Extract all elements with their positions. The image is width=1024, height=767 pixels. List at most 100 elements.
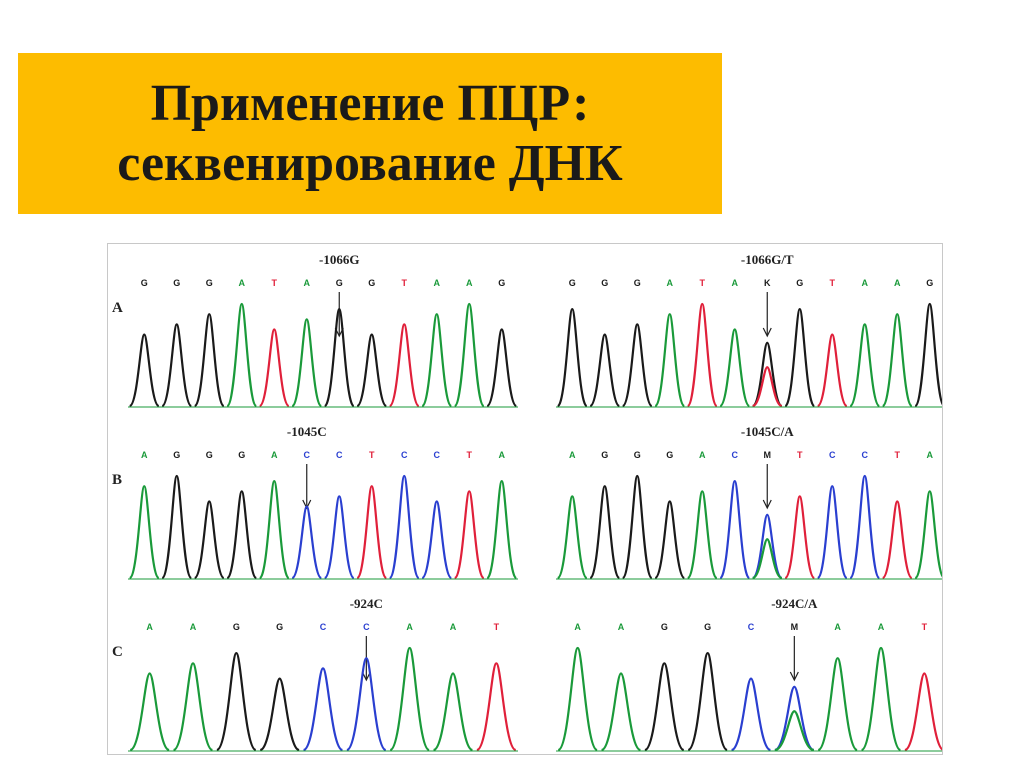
trace-peak xyxy=(128,333,160,408)
base-call: K xyxy=(764,278,771,288)
trace-peak xyxy=(849,323,881,408)
trace-peak xyxy=(323,495,355,580)
base-call: G xyxy=(141,278,148,288)
base-call: A xyxy=(499,450,506,460)
base-call: G xyxy=(634,278,641,288)
row-label-c: C xyxy=(112,644,123,660)
trace-peak xyxy=(128,485,160,580)
base-call: A xyxy=(146,622,153,632)
base-call: A xyxy=(271,450,278,460)
base-call: G xyxy=(661,622,668,632)
variant-arrowhead xyxy=(302,499,312,510)
trace-peak xyxy=(193,313,225,408)
trace-peak xyxy=(258,479,290,580)
trace-peak xyxy=(476,662,517,752)
trace-peak xyxy=(432,672,474,752)
trace-peak xyxy=(589,485,621,580)
trace-peak xyxy=(129,672,170,752)
trace-peak xyxy=(193,500,225,580)
trace-peak xyxy=(730,677,772,752)
chromatogram-svg: A -1066G G G G A T A G G T A A G -1066G/T G G G A T A K G T A A G B… xyxy=(112,252,942,752)
variant-annotation: -924C xyxy=(350,596,383,611)
base-call: A xyxy=(834,622,841,632)
base-call: A xyxy=(239,278,246,288)
trace-peak xyxy=(345,657,387,752)
trace-peak xyxy=(751,513,783,580)
base-call: G xyxy=(233,622,240,632)
base-call: C xyxy=(363,622,370,632)
base-call: T xyxy=(922,622,928,632)
trace-peak xyxy=(258,328,290,408)
trace-peak xyxy=(161,474,193,580)
base-call: M xyxy=(791,622,799,632)
trace-peak xyxy=(226,302,258,408)
trace-peak xyxy=(774,710,815,752)
base-call: C xyxy=(862,450,869,460)
base-call: C xyxy=(320,622,327,632)
trace-peak xyxy=(719,328,751,408)
base-call: C xyxy=(748,622,755,632)
trace-peak xyxy=(621,323,653,408)
chromatogram-figure: A -1066G G G G A T A G G T A A G -1066G/T G G G A T A K G T A A G B… xyxy=(107,243,943,755)
base-call: T xyxy=(467,450,473,460)
trace-peak xyxy=(389,646,431,752)
trace-peak xyxy=(914,490,942,580)
base-call: T xyxy=(797,450,803,460)
base-call: C xyxy=(304,450,311,460)
trace-peak xyxy=(226,490,258,580)
trace-peak xyxy=(751,341,783,408)
base-call: G xyxy=(601,278,608,288)
trace-peak xyxy=(589,333,621,408)
base-call: A xyxy=(141,450,148,460)
trace-peak xyxy=(215,651,257,752)
base-call: C xyxy=(401,450,408,460)
trace-peak xyxy=(453,302,485,408)
trace-peak xyxy=(453,490,485,580)
trace-peak xyxy=(323,307,355,408)
base-call: G xyxy=(666,450,673,460)
trace-peak xyxy=(556,495,588,580)
trace-peak xyxy=(881,313,913,408)
base-call: T xyxy=(369,450,375,460)
trace-peak xyxy=(172,662,214,752)
base-call: A xyxy=(434,278,441,288)
variant-arrowhead xyxy=(789,671,799,682)
trace-peak xyxy=(817,657,859,752)
trace-peak xyxy=(860,646,902,752)
trace-peak xyxy=(881,500,913,580)
slide-title-box: Применение ПЦР: секвенирование ДНК xyxy=(18,53,722,214)
base-call: A xyxy=(450,622,457,632)
base-call: C xyxy=(336,450,343,460)
trace-peak xyxy=(654,500,686,580)
trace-peak xyxy=(784,307,816,408)
trace-peak xyxy=(356,485,388,580)
base-call: A xyxy=(878,622,885,632)
trace-peak xyxy=(421,313,453,408)
base-call: A xyxy=(732,278,739,288)
variant-arrowhead xyxy=(762,327,772,338)
trace-peak xyxy=(557,646,599,752)
base-call: G xyxy=(276,622,283,632)
base-call: A xyxy=(618,622,625,632)
variant-annotation: -1045C xyxy=(287,424,327,439)
trace-peak xyxy=(644,662,685,752)
trace-peak xyxy=(654,313,686,408)
base-call: T xyxy=(272,278,278,288)
base-call: A xyxy=(466,278,473,288)
trace-peak xyxy=(849,474,881,580)
variant-annotation: -1066G/T xyxy=(741,252,794,267)
variant-arrowhead xyxy=(361,671,371,682)
base-call: A xyxy=(406,622,413,632)
base-call: A xyxy=(569,450,576,460)
base-call: G xyxy=(796,278,803,288)
trace-peak xyxy=(774,685,815,752)
base-call: G xyxy=(569,278,576,288)
variant-annotation: -1066G xyxy=(319,252,359,267)
base-call: G xyxy=(173,450,180,460)
trace-peak xyxy=(291,318,323,408)
base-call: A xyxy=(699,450,706,460)
base-call: A xyxy=(862,278,869,288)
trace-peak xyxy=(816,333,848,408)
base-call: T xyxy=(402,278,408,288)
base-call: G xyxy=(704,622,711,632)
